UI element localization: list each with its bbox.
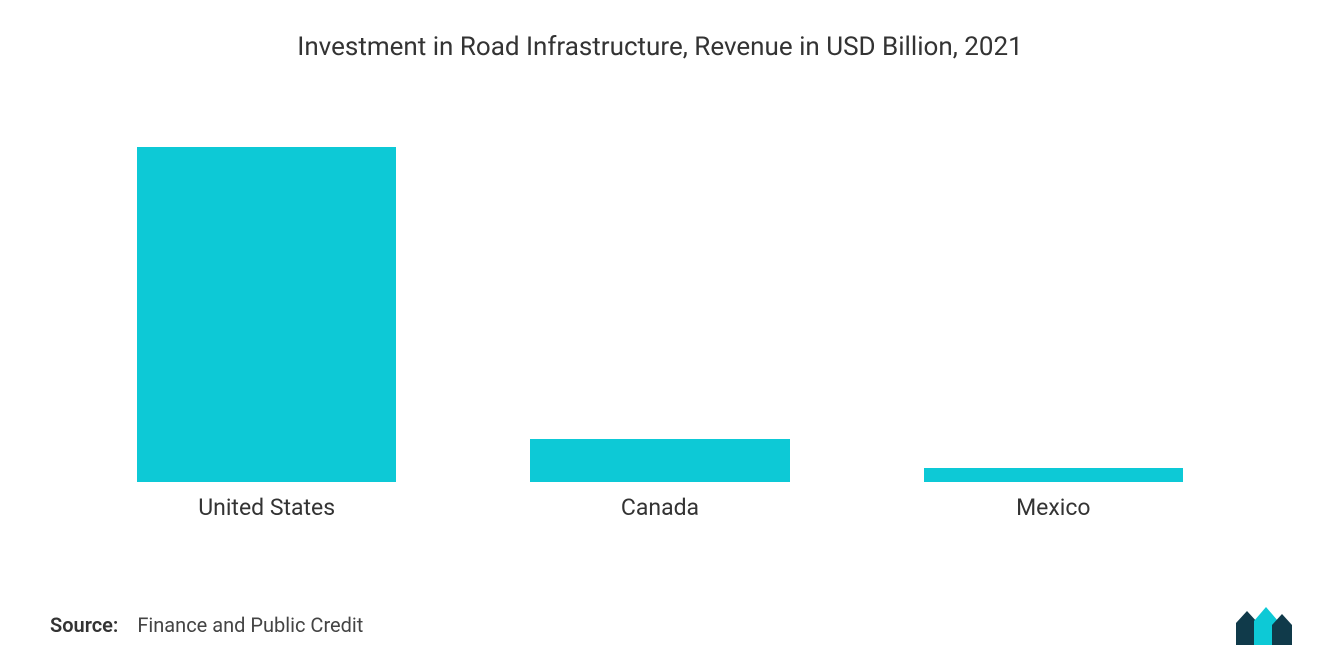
bar-group: Mexico — [857, 122, 1250, 524]
bar-group: Canada — [463, 122, 856, 524]
source-line: Source: Finance and Public Credit — [50, 613, 363, 637]
bar-label: Canada — [621, 494, 699, 524]
source-text: Finance and Public Credit — [137, 613, 363, 637]
bar — [924, 468, 1184, 482]
bar-chart: United States Canada Mexico — [70, 122, 1250, 524]
bar — [530, 439, 790, 482]
chart-title: Investment in Road Infrastructure, Reven… — [40, 32, 1280, 62]
bar-label: United States — [198, 494, 335, 524]
source-label: Source: — [50, 613, 118, 637]
bar-group: United States — [70, 122, 463, 524]
brand-logo-icon — [1236, 607, 1292, 645]
bar — [137, 147, 397, 482]
bar-label: Mexico — [1016, 494, 1090, 524]
